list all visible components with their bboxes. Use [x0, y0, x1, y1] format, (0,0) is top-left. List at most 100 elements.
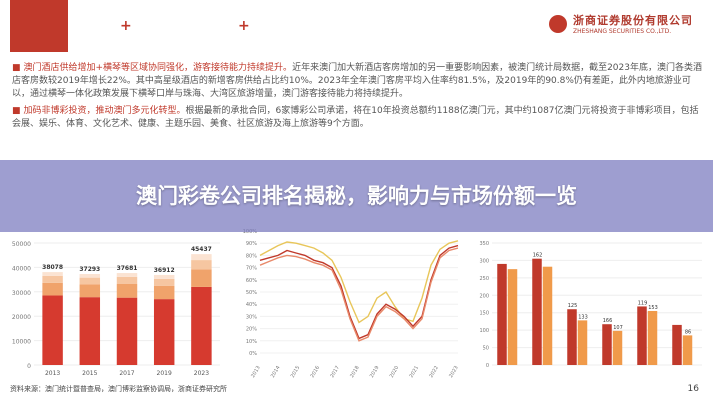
data-label: 45437	[191, 246, 212, 253]
x-tick-label: 2013	[45, 370, 60, 377]
bar-segment	[116, 297, 138, 365]
paragraph-2: ■ 加码非博彩投资，推动澳门多元化转型。根据最新的承批合同，6家博彩公司承诺，将在…	[12, 105, 702, 131]
y-tick-label: 90%	[246, 241, 257, 247]
bar	[507, 269, 518, 365]
y-tick-label: 350	[479, 241, 489, 247]
bar-segment	[153, 285, 175, 300]
data-label: 119	[638, 300, 648, 306]
bar	[497, 263, 507, 365]
series-line	[259, 240, 459, 324]
x-tick-label: 2023	[194, 370, 209, 377]
logo-mark-icon	[549, 14, 567, 33]
bar	[647, 310, 658, 365]
paragraph-1-body: 近年来澳门加大新酒店客房增加的另一重要影响因素，被澳门统计局数据，截至2023年…	[12, 63, 702, 99]
title-banner: 澳门彩卷公司排名揭秘，影响力与市场份额一览	[0, 160, 713, 232]
bar	[567, 309, 577, 365]
data-label: 36912	[154, 267, 175, 274]
bar-segment	[153, 274, 175, 279]
bar-segment	[42, 275, 63, 283]
x-tick-label: 2019	[369, 365, 381, 379]
bar-segment	[191, 260, 212, 270]
bar-segment	[153, 299, 175, 365]
bar	[542, 266, 553, 365]
y-tick-label: 150	[479, 311, 489, 317]
bullet-icon: ■	[12, 63, 21, 73]
data-label: 107	[613, 325, 623, 331]
data-label: 125	[568, 303, 578, 309]
data-label: 162	[533, 253, 543, 259]
y-tick-label: 0%	[249, 351, 257, 357]
series-line	[259, 247, 459, 342]
y-tick-label: 50	[483, 346, 489, 352]
data-label: 166	[603, 318, 613, 324]
y-tick-label: 50000	[12, 241, 31, 248]
bar-segment	[116, 276, 138, 284]
paragraph-2-title: 加码非博彩投资，推动澳门多元化转型。	[23, 106, 186, 116]
y-tick-label: 30%	[246, 314, 257, 320]
data-label: 133	[578, 314, 588, 320]
y-tick-label: 300	[479, 258, 489, 264]
data-label: 153	[648, 305, 658, 311]
y-tick-label: 250	[479, 276, 489, 282]
bar	[602, 324, 612, 365]
bar-segment	[42, 272, 63, 276]
data-label: 37293	[79, 266, 100, 273]
y-tick-label: 200	[479, 293, 489, 299]
bar-segment	[42, 295, 63, 365]
x-tick-label: 2017	[329, 365, 341, 379]
x-tick-label: 2019	[157, 370, 172, 377]
y-tick-label: 100%	[243, 229, 258, 235]
y-tick-label: 0	[27, 363, 31, 370]
x-tick-label: 2016	[310, 365, 322, 379]
brand-color-block	[10, 0, 68, 52]
bar-segment	[79, 274, 101, 278]
page-number: 16	[687, 384, 699, 394]
bar	[532, 258, 542, 365]
y-tick-label: 20%	[246, 327, 257, 333]
x-tick-label: 2015	[290, 365, 302, 379]
bar-segment	[191, 286, 212, 365]
source-note: 资料来源：澳门统计暨普查局，澳门博彩监察协调局，浙商证券研究所	[10, 385, 227, 393]
plus-mark-icon: +	[238, 18, 250, 34]
paragraph-2-body: 根据最新的承批合同，6家博彩公司承诺，将在10年投资总额约1188亿澳门元，其中…	[12, 106, 699, 129]
y-tick-label: 100	[479, 328, 489, 334]
y-tick-label: 10%	[246, 339, 257, 345]
x-tick-label: 2021	[409, 365, 421, 379]
paragraph-1: ■ 澳门酒店供给增加+横琴等区域协同强化，游客接待能力持续提升。近年来澳门加大新酒…	[12, 62, 702, 101]
bar-segment	[42, 282, 63, 296]
x-tick-label: 2018	[349, 365, 361, 379]
plus-mark-icon: +	[120, 18, 132, 34]
bar	[577, 320, 588, 365]
x-tick-label: 2022	[428, 365, 440, 379]
x-tick-label: 2015	[82, 370, 97, 377]
bar-segment	[191, 269, 212, 287]
x-tick-label: 2020	[389, 365, 401, 379]
logo-english-name: ZHESHANG SECURITIES CO.,LTD.	[573, 28, 672, 35]
report-header: + + 浙商证券股份有限公司 ZHESHANG SECURITIES CO.,L…	[0, 0, 713, 52]
paragraph-1-title: 澳门酒店供给增加+横琴等区域协同强化，游客接待能力持续提升。	[23, 63, 293, 73]
bar	[612, 330, 623, 365]
banner-title: 澳门彩卷公司排名揭秘，影响力与市场份额一览	[136, 184, 577, 208]
y-tick-label: 80%	[246, 253, 257, 259]
y-tick-label: 30000	[12, 290, 31, 297]
x-tick-label: 2017	[119, 370, 134, 377]
bar-segment	[191, 254, 212, 261]
y-tick-label: 70%	[246, 266, 257, 272]
line-chart: 100% 90% 80% 70% 60% 50% 40% 30% 20% 10% 0% 2013 201…	[243, 229, 460, 379]
bullet-icon: ■	[12, 106, 21, 116]
data-label: 37681	[117, 265, 138, 272]
logo-chinese-name: 浙商证券股份有限公司	[573, 14, 693, 27]
y-tick-label: 50%	[246, 290, 257, 296]
bar-segment	[116, 273, 138, 277]
bar-segment	[79, 277, 101, 285]
bar	[682, 335, 693, 365]
bar-segment	[79, 297, 101, 365]
data-label: 38078	[42, 264, 63, 271]
y-tick-label: 0	[486, 363, 489, 369]
bar-segment	[116, 283, 138, 298]
y-tick-label: 40%	[246, 302, 257, 308]
y-tick-label: 60%	[246, 278, 257, 284]
bar	[637, 306, 647, 365]
bar-segment	[153, 278, 175, 286]
